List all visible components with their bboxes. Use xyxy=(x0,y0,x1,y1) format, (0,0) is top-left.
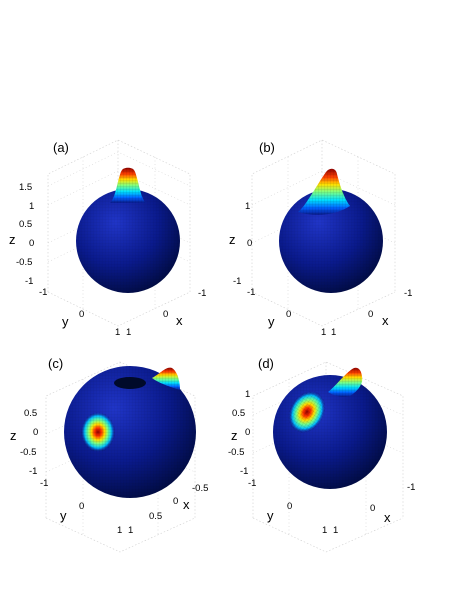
ztick-a-5: -0.5 xyxy=(16,257,32,268)
peak-c-2-mesh xyxy=(152,367,180,390)
ylabel-b: y xyxy=(268,314,275,329)
ztick-c-1: 0.5 xyxy=(24,408,37,419)
ztick-d-2: 0.5 xyxy=(232,408,245,419)
peak-mesh-a xyxy=(110,167,146,203)
ytick-a-3: 1 xyxy=(115,327,120,338)
panel-label-a: (a) xyxy=(53,140,69,155)
xtick-d-3: -1 xyxy=(407,482,415,493)
ztick-b-2: 0 xyxy=(247,238,252,249)
sphere-mesh-b xyxy=(279,189,383,293)
zlabel-b: z xyxy=(229,232,236,247)
ylabel-d: y xyxy=(267,508,274,523)
ztick-a-2: 1 xyxy=(29,201,34,212)
panel-a: (a) 1.5 1 0.5 0 -0.5 -1 z -1 0 1 y 1 0 -… xyxy=(9,139,206,338)
xtick-a-2: 0 xyxy=(163,309,168,320)
ytick-d-1: -1 xyxy=(248,478,256,489)
sphere-mesh-a xyxy=(76,189,180,293)
ztick-a-4: 0 xyxy=(29,238,34,249)
ytick-b-2: 0 xyxy=(286,309,291,320)
xlabel-d: x xyxy=(384,510,391,525)
zlabel-c: z xyxy=(10,428,17,443)
ytick-c-3: 1 xyxy=(117,525,122,536)
ztick-d-3: 0 xyxy=(245,427,250,438)
xtick-c-3: 0 xyxy=(173,496,178,507)
ytick-b-3: 1 xyxy=(321,327,326,338)
panel-label-c: (c) xyxy=(48,356,63,371)
ztick-a-6: -1 xyxy=(25,276,33,287)
ytick-c-2: 0 xyxy=(79,501,84,512)
ytick-a-2: 0 xyxy=(79,309,84,320)
panel-b: (b) 1 0 -1 z -1 0 1 y 1 0 -1 x xyxy=(229,139,412,338)
zlabel-a: z xyxy=(9,232,16,247)
ztick-a-3: 0.5 xyxy=(19,219,32,230)
ztick-a-1: 1.5 xyxy=(19,182,32,193)
ztick-c-4: -1 xyxy=(29,466,37,477)
zlabel-d: z xyxy=(231,428,238,443)
spot-c-1-mesh xyxy=(81,412,115,452)
panel-label-b: (b) xyxy=(259,140,275,155)
xtick-c-1: 1 xyxy=(128,525,133,536)
ztick-c-2: 0 xyxy=(33,427,38,438)
panel-label-d: (d) xyxy=(258,356,274,371)
spot-d-1-mesh xyxy=(288,391,326,433)
pole-c xyxy=(114,377,146,389)
ytick-b-1: -1 xyxy=(247,287,255,298)
xtick-d-1: 1 xyxy=(333,525,338,536)
xtick-c-4: -0.5 xyxy=(192,483,208,494)
ytick-d-2: 0 xyxy=(287,501,292,512)
ytick-c-1: -1 xyxy=(40,478,48,489)
xtick-b-1: 1 xyxy=(331,327,336,338)
xtick-b-2: 0 xyxy=(368,309,373,320)
xlabel-b: x xyxy=(382,313,389,328)
sphere-mesh-c xyxy=(64,366,196,498)
ztick-b-3: -1 xyxy=(233,276,241,287)
xlabel-a: x xyxy=(176,313,183,328)
peak-mesh-b xyxy=(298,168,350,215)
ztick-d-5: -1 xyxy=(240,466,248,477)
xtick-b-3: -1 xyxy=(404,288,412,299)
panel-d: (d) 1 0.5 0 -0.5 -1 z -1 0 1 y 1 0 -1 x xyxy=(228,356,415,553)
ylabel-a: y xyxy=(62,314,69,329)
panel-c: (c) 0.5 0 -0.5 -1 z -1 0 1 y 1 0.5 0 -0.… xyxy=(10,356,208,553)
ztick-b-1: 1 xyxy=(245,201,250,212)
xtick-a-3: -1 xyxy=(198,288,206,299)
ylabel-c: y xyxy=(60,508,67,523)
ztick-c-3: -0.5 xyxy=(20,447,36,458)
ztick-d-1: 1 xyxy=(245,389,250,400)
peak-mesh-d-2 xyxy=(328,367,363,397)
ytick-d-3: 1 xyxy=(322,525,327,536)
xtick-c-2: 0.5 xyxy=(149,511,162,522)
ytick-a-1: -1 xyxy=(39,287,47,298)
xtick-a-1: 1 xyxy=(126,327,131,338)
xtick-d-2: 0 xyxy=(370,503,375,514)
ztick-d-4: -0.5 xyxy=(228,447,244,458)
xlabel-c: x xyxy=(183,497,190,512)
